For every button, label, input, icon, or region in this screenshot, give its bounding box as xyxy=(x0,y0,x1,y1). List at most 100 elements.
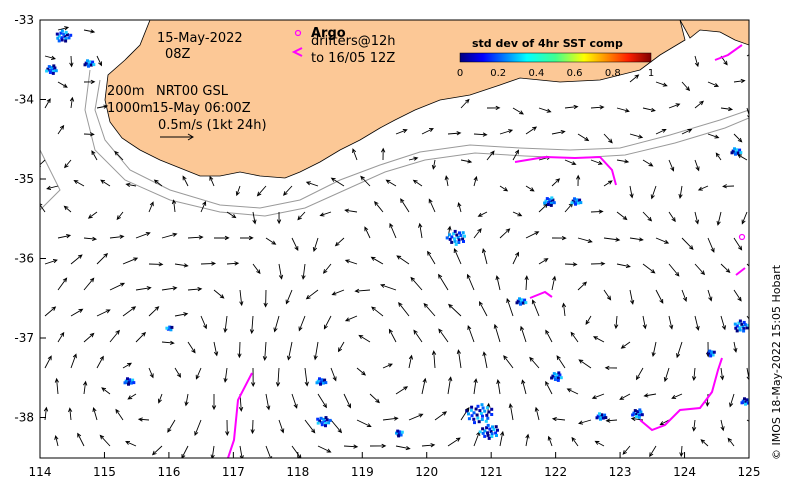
current-arrow xyxy=(148,262,164,267)
current-arrow xyxy=(605,418,618,423)
sst-cell xyxy=(455,233,459,237)
y-tick-label: -37 xyxy=(14,331,34,345)
sst-cell xyxy=(489,430,493,433)
current-arrow xyxy=(92,407,98,421)
sst-cell xyxy=(496,428,499,432)
current-arrow xyxy=(620,341,631,349)
sst-cell xyxy=(87,64,90,68)
current-arrow xyxy=(720,367,725,381)
x-tick-label: 117 xyxy=(222,465,245,479)
current-arrow xyxy=(616,263,631,269)
current-arrow xyxy=(211,394,217,411)
current-arrow xyxy=(629,133,644,139)
current-arrow xyxy=(148,306,160,317)
sst-cell xyxy=(89,62,93,65)
current-arrow xyxy=(564,104,579,110)
current-arrow xyxy=(312,237,319,252)
sst-cell xyxy=(555,373,559,377)
sst-cell xyxy=(640,413,644,417)
current-arrow xyxy=(473,132,488,137)
sst-cell xyxy=(480,403,484,407)
sst-cell xyxy=(487,436,491,440)
current-arrow xyxy=(73,179,85,187)
sst-cell xyxy=(739,151,743,155)
sst-cell xyxy=(744,402,747,406)
current-arrow xyxy=(551,178,561,187)
current-arrow xyxy=(551,275,557,291)
sst-cell xyxy=(549,203,553,207)
drifter-track-north xyxy=(514,155,617,186)
current-arrow xyxy=(473,175,478,187)
current-arrow xyxy=(344,315,358,322)
sst-cell xyxy=(57,39,61,43)
sst-cell xyxy=(731,149,735,153)
current-arrow xyxy=(54,377,59,395)
current-arrow xyxy=(262,341,268,362)
current-arrow xyxy=(304,419,316,434)
current-arrow xyxy=(70,353,77,369)
current-arrow xyxy=(434,411,448,421)
x-tick-label: 120 xyxy=(415,465,438,479)
sst-cell xyxy=(473,421,476,425)
current-arrow xyxy=(412,179,423,187)
sst-cell xyxy=(398,430,402,434)
current-arrow xyxy=(423,302,436,317)
sst-cell xyxy=(552,372,556,376)
current-arrow xyxy=(44,259,58,265)
sst-cell xyxy=(453,239,457,243)
sst-cell xyxy=(321,381,325,385)
current-arrow xyxy=(603,237,621,242)
current-arrow xyxy=(477,211,488,217)
sst-cell xyxy=(457,238,461,242)
sst-cell xyxy=(472,417,476,421)
current-arrow xyxy=(629,74,640,83)
sst-cell xyxy=(556,375,560,378)
sst-cell xyxy=(637,412,641,415)
sst-cell xyxy=(170,325,174,329)
current-arrow xyxy=(534,406,540,421)
current-arrow xyxy=(344,259,358,265)
current-arrow xyxy=(457,201,462,213)
sst-cell xyxy=(52,69,55,73)
current-arrow xyxy=(603,180,613,187)
sst-cell xyxy=(523,298,527,302)
current-arrow xyxy=(694,315,700,331)
current-arrow xyxy=(486,150,495,161)
current-arrow xyxy=(733,133,743,143)
current-arrow xyxy=(408,354,414,369)
current-arrow xyxy=(68,407,73,421)
current-arrow xyxy=(506,297,514,317)
current-arrow xyxy=(447,376,453,395)
sst-cell xyxy=(712,350,716,354)
sst-cell xyxy=(708,352,712,356)
current-arrow xyxy=(603,289,612,301)
current-arrow xyxy=(174,367,182,378)
current-arrow xyxy=(83,79,96,85)
sst-cell xyxy=(492,428,496,431)
colorbar-ticks: 0 0.2 0.4 0.6 0.8 1 xyxy=(457,68,654,79)
current-arrow xyxy=(512,211,523,217)
current-arrow xyxy=(499,129,514,135)
current-arrow xyxy=(561,302,567,317)
colorbar-tick-label: 1 xyxy=(648,68,654,79)
credit-text: © IMOS 18-May-2022 15:05 Hobart xyxy=(770,264,783,460)
current-arrow xyxy=(431,159,437,170)
sst-cell xyxy=(52,64,56,68)
sst-cell xyxy=(327,421,331,425)
current-arrow xyxy=(538,107,552,113)
current-arrow xyxy=(668,103,681,109)
sst-cell xyxy=(557,371,561,375)
sst-cell xyxy=(708,349,712,353)
sst-cell xyxy=(475,413,479,417)
depth-1000m-label: 1000m xyxy=(107,101,153,116)
current-arrow xyxy=(427,250,436,265)
drifter-track-sw xyxy=(227,372,253,458)
current-arrow xyxy=(733,237,743,251)
current-arrow xyxy=(135,231,151,239)
sst-cell xyxy=(738,326,742,330)
sst-cell xyxy=(599,417,602,421)
current-arrow xyxy=(564,159,577,166)
sst-cell xyxy=(168,325,172,329)
current-arrow xyxy=(447,437,461,447)
current-arrow xyxy=(239,235,254,241)
